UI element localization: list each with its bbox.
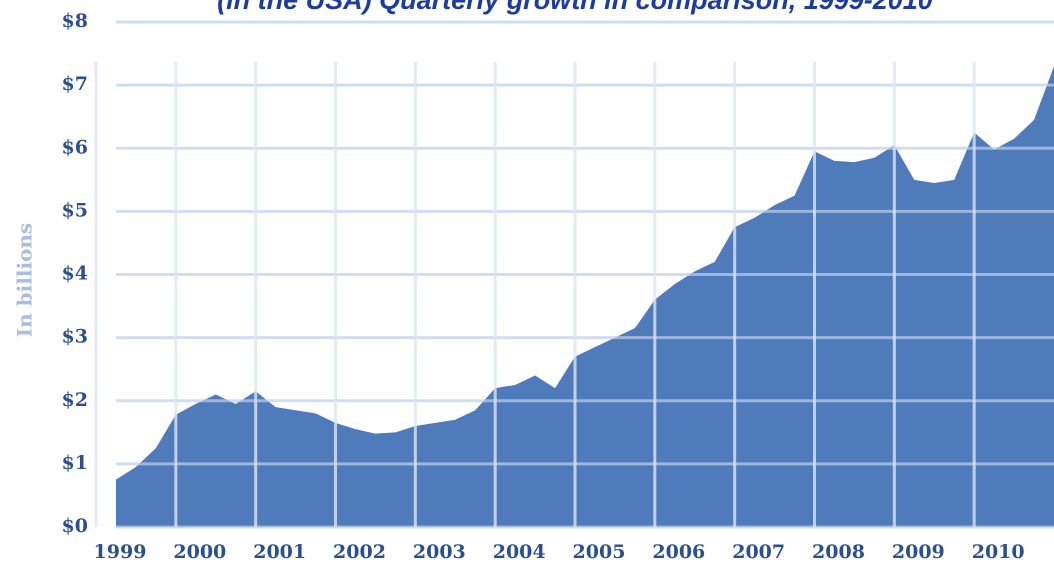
x-tick-label: 2001 bbox=[253, 541, 306, 563]
y-axis-label: In billions bbox=[13, 223, 37, 337]
x-tick-label: 2010 bbox=[972, 541, 1025, 563]
x-tick-label: 2003 bbox=[413, 541, 466, 563]
x-tick-label: 2007 bbox=[732, 541, 785, 563]
y-tick-label: $8 bbox=[62, 10, 88, 32]
x-tick-label: 2006 bbox=[652, 541, 705, 563]
area bbox=[115, 66, 1054, 527]
x-tick-label: 2005 bbox=[573, 541, 626, 563]
y-tick-label: $3 bbox=[62, 326, 88, 348]
x-tick-label: 2000 bbox=[173, 541, 226, 563]
y-tick-label: $0 bbox=[62, 515, 88, 537]
chart-title: (in the USA) Quarterly growth in compari… bbox=[217, 0, 933, 15]
y-tick-label: $7 bbox=[62, 73, 88, 95]
y-tick-label: $2 bbox=[62, 389, 88, 411]
y-tick-label: $4 bbox=[62, 263, 88, 285]
y-tick-label: $5 bbox=[62, 199, 88, 221]
x-tick-label: 1999 bbox=[94, 541, 147, 563]
x-tick-label: 2008 bbox=[812, 541, 865, 563]
x-tick-label: 2009 bbox=[892, 541, 945, 563]
x-tick-label: 2002 bbox=[333, 541, 386, 563]
y-tick-label: $6 bbox=[62, 136, 88, 158]
y-tick-label: $1 bbox=[62, 452, 88, 474]
x-tick-label: 2004 bbox=[493, 541, 546, 563]
